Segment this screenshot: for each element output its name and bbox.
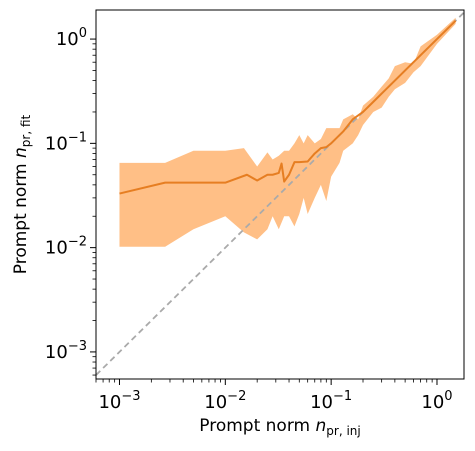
ticks-layer (90, 38, 438, 385)
y-tick-label: 100 (56, 26, 87, 50)
median-line-layer (119, 19, 457, 195)
y-tick-label: 10−1 (45, 130, 87, 154)
x-tick-label: 10−1 (310, 389, 352, 413)
labels-layer: 10−3 10−2 10−1 100 10−3 10−2 10−1 100 Prompt nor… (11, 26, 453, 438)
x-tick-label: 10−2 (204, 389, 246, 413)
y-tick-label: 10−3 (45, 339, 87, 363)
y-axis-label: Prompt norm npr, fit (11, 114, 33, 274)
y-tick-label: 10−2 (45, 235, 87, 259)
x-tick-label: 10−3 (98, 389, 140, 413)
axes-frame (95, 9, 465, 380)
x-axis-label: Prompt norm npr, inj (199, 416, 360, 438)
uncertainty-band-layer (119, 17, 456, 247)
median-line (119, 19, 457, 195)
uncertainty-band (119, 17, 456, 247)
x-tick-label: 100 (421, 389, 452, 413)
